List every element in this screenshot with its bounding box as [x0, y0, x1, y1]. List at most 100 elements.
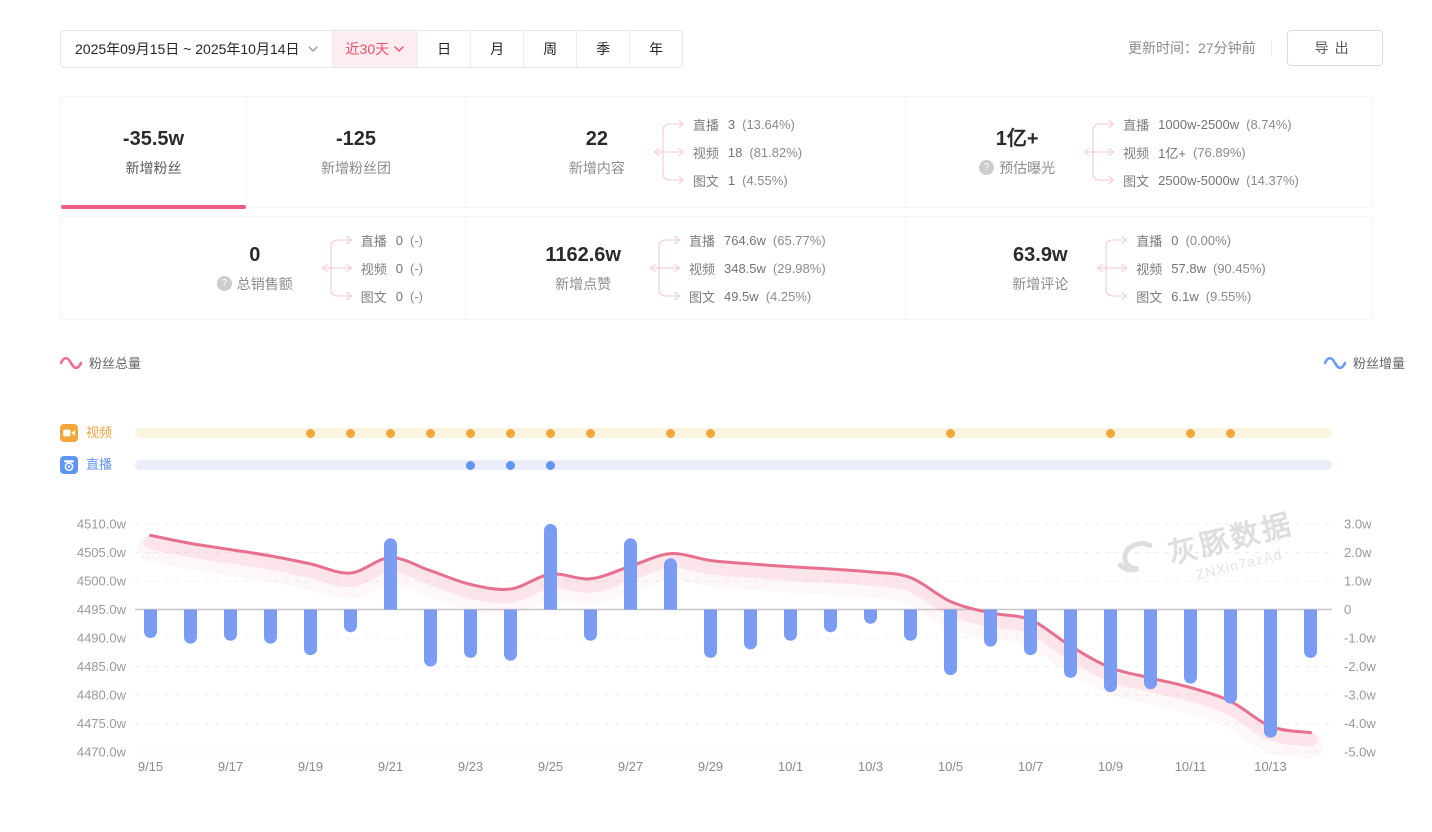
chevron-down-icon — [394, 46, 404, 52]
breakdown-name: 直播 — [1136, 233, 1163, 249]
breakdown-list: 直播 764.6w (65.77%) 视频 348.5w (29.98%) 图文 49.5w (… — [689, 226, 826, 310]
help-icon[interactable]: ? — [216, 276, 232, 291]
left-axis-tick: 4495.0w — [77, 602, 127, 617]
stat-metric: -35.5w 新增粉丝 — [123, 127, 184, 178]
fans-delta-bar — [904, 609, 917, 635]
tab-周[interactable]: 周 — [523, 31, 576, 67]
stat-card-总销售额[interactable]: 0? 总销售额 直播 0 (-) 视频 0 (-) 图文 0 (-) — [60, 216, 466, 320]
event-dot-9/22[interactable] — [426, 428, 435, 438]
breakdown-item: 图文 0 (-) — [361, 282, 423, 310]
left-axis-tick: 4500.0w — [77, 574, 127, 589]
stat-card-新增点赞[interactable]: 1162.6w 新增点赞 直播 764.6w (65.77%) 视频 348.5w (29.9… — [465, 216, 906, 320]
fans-delta-bar-cap — [184, 630, 197, 644]
event-dot-9/29[interactable] — [706, 428, 715, 438]
breakdown-percent: (-) — [410, 232, 423, 248]
breakdown-name: 图文 — [692, 173, 719, 189]
event-dot-10/5[interactable] — [946, 428, 955, 438]
fans-delta-bar-cap — [1104, 679, 1117, 693]
event-dot-10/11[interactable] — [1186, 428, 1195, 438]
right-axis-tick: -4.0w — [1344, 716, 1376, 731]
legend-delta-label: 粉丝增量 — [1352, 355, 1405, 371]
fans-delta-bar-cap — [544, 524, 557, 537]
breakdown-item: 直播 1000w-2500w (8.74%) — [1123, 110, 1299, 138]
total-fans-glow — [143, 535, 1318, 747]
wave-icon-blue — [1323, 356, 1346, 369]
breakdown-value: 6.1w — [1171, 288, 1199, 304]
fans-delta-bar — [464, 609, 477, 652]
stat-card-新增粉丝[interactable]: -35.5w 新增粉丝 — [60, 96, 247, 209]
watermark-brand: 灰豚数据 — [1165, 508, 1297, 571]
breakdown-name: 直播 — [360, 233, 387, 249]
fans-delta-bar — [864, 609, 877, 618]
tab-季[interactable]: 季 — [576, 31, 629, 67]
stats-row-1: -35.5w 新增粉丝 -125 新增粉丝团 22 新增内容 直播 3 (13.64%) 视频 18… — [60, 96, 1373, 209]
tab-年[interactable]: 年 — [629, 31, 682, 67]
timeline-live-track — [135, 460, 1332, 470]
event-dot-10/12[interactable] — [1226, 428, 1235, 438]
event-dot-9/24[interactable] — [506, 428, 515, 438]
quick-range-text: 近30天 — [345, 41, 390, 57]
event-dot-9/20[interactable] — [346, 428, 355, 438]
stat-card-新增粉丝团[interactable]: -125 新增粉丝团 — [246, 96, 466, 208]
stat-card-新增评论[interactable]: 63.9w 新增评论 直播 0 (0.00%) 视频 57.8w (90.45%) 图文 6.1w… — [905, 216, 1373, 320]
breakdown-value: 18 — [727, 144, 743, 160]
fans-delta-bar — [1144, 609, 1157, 683]
stat-breakdown: 直播 1000w-2500w (8.74%) 视频 1亿+ (76.89%) 图文 2500w… — [1081, 110, 1299, 194]
fans-delta-bar — [784, 609, 797, 635]
event-dot-9/25[interactable] — [546, 428, 555, 438]
stat-card-预估曝光[interactable]: 1亿+? 预估曝光 直播 1000w-2500w (8.74%) 视频 1亿+ (76.89%… — [905, 96, 1373, 208]
stat-metric: 0? 总销售额 — [216, 243, 293, 294]
fans-delta-bar — [1184, 609, 1197, 678]
breakdown-percent: (76.89%) — [1192, 144, 1246, 160]
x-axis-tick: 9/29 — [698, 759, 723, 774]
breakdown-value: 49.5w — [723, 288, 759, 304]
breakdown-percent: (29.98%) — [772, 260, 826, 276]
breakdown-value: 0 — [395, 288, 403, 304]
event-dot-9/26[interactable] — [586, 428, 595, 438]
breakdown-list: 直播 1000w-2500w (8.74%) 视频 1亿+ (76.89%) 图文 2500w… — [1123, 110, 1299, 194]
legend-total-fans[interactable]: 粉丝总量 — [60, 352, 141, 372]
x-axis-tick: 9/21 — [378, 759, 403, 774]
fans-delta-bar — [984, 609, 997, 641]
stat-label: 新增评论 — [1012, 274, 1068, 294]
tab-日[interactable]: 日 — [417, 31, 470, 67]
video-camera-icon — [60, 424, 78, 442]
breakdown-value: 0 — [395, 260, 403, 276]
legend-fans-delta[interactable]: 粉丝增量 — [1323, 352, 1405, 372]
fans-delta-bar-cap — [384, 538, 397, 552]
fans-delta-bar — [1024, 609, 1037, 649]
breakdown-item: 视频 348.5w (29.98%) — [689, 254, 826, 282]
event-dot-9/19[interactable] — [306, 428, 315, 438]
event-dot-10/9[interactable] — [1106, 428, 1115, 438]
event-dot-9/23[interactable] — [466, 428, 475, 438]
right-axis-tick: -1.0w — [1344, 631, 1376, 646]
event-dot-9/25[interactable] — [546, 460, 555, 470]
date-range-text: 2025年09月15日 ~ 2025年10月14日 — [75, 41, 300, 57]
event-dot-9/28[interactable] — [666, 428, 675, 438]
stat-label: 新增点赞 — [545, 274, 621, 294]
right-axis-tick: 2.0w — [1344, 545, 1372, 560]
date-range-selector[interactable]: 2025年09月15日 ~ 2025年10月14日 — [61, 31, 333, 67]
timeline-row-video: 视频 — [60, 424, 1372, 442]
stat-metric: 1亿+? 预估曝光 — [979, 127, 1055, 178]
event-dot-9/23[interactable] — [466, 460, 475, 470]
tree-connector-icon — [653, 119, 684, 185]
stat-card-新增内容[interactable]: 22 新增内容 直播 3 (13.64%) 视频 18 (81.82%) 图文 1 (4.55%) — [465, 96, 906, 208]
stat-breakdown: 直播 0 (-) 视频 0 (-) 图文 0 (-) — [319, 226, 423, 310]
fans-delta-bar-cap — [624, 538, 637, 552]
x-axis-tick: 9/19 — [298, 759, 323, 774]
quick-range-button[interactable]: 近30天 — [332, 31, 418, 67]
tab-月[interactable]: 月 — [470, 31, 523, 67]
help-icon[interactable]: ? — [979, 160, 995, 175]
legend-total-label: 粉丝总量 — [89, 355, 142, 371]
event-dot-9/24[interactable] — [506, 460, 515, 470]
stat-breakdown: 直播 3 (13.64%) 视频 18 (81.82%) 图文 1 (4.55%) — [651, 110, 802, 194]
event-dot-9/21[interactable] — [386, 428, 395, 438]
breakdown-percent: (0.00%) — [1185, 232, 1232, 248]
x-axis-tick: 10/5 — [938, 759, 963, 774]
export-button[interactable]: 导出 — [1286, 30, 1383, 66]
breakdown-value: 1000w-2500w — [1158, 116, 1240, 132]
watermark: 灰豚数据 ZNXin7azAd — [1111, 501, 1302, 601]
breakdown-percent: (-) — [410, 260, 423, 276]
right-axis-tick: 3.0w — [1344, 517, 1372, 532]
